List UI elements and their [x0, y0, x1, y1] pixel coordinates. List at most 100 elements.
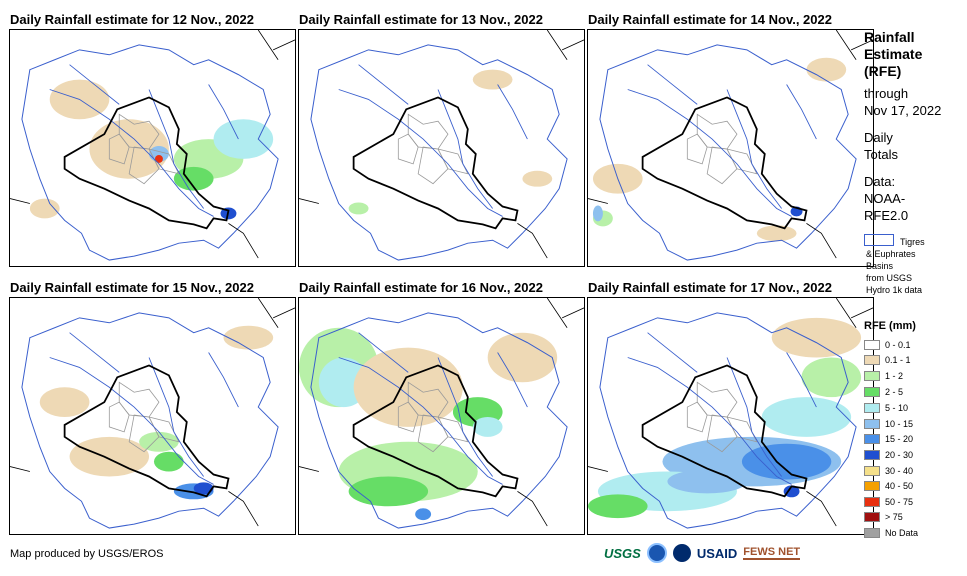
river-line: [647, 332, 698, 373]
legend-label: 5 - 10: [885, 402, 909, 413]
coastline: [588, 30, 873, 259]
basin-line-1: Tigres: [900, 237, 925, 247]
river-line: [627, 89, 792, 217]
rainfall-area: [154, 154, 163, 163]
map-panel-13: [298, 29, 585, 267]
legend-row: 20 - 30: [864, 447, 913, 462]
legend-label: 40 - 50: [885, 480, 914, 491]
legend-row: 15 - 20: [864, 431, 913, 446]
sidebar-heading: Rainfall Estimate (RFE): [864, 29, 964, 80]
usaid-seal-icon: [672, 544, 691, 562]
legend-swatch: [864, 418, 880, 429]
sidebar-through: through Nov 17, 2022: [864, 85, 964, 119]
river-line: [786, 352, 817, 408]
through-date: Nov 17, 2022: [864, 103, 942, 118]
map-svg-13: [299, 30, 584, 261]
basin-line-3: Basins: [866, 261, 894, 271]
rainfall-area: [348, 476, 429, 507]
basin-boundary: [599, 44, 857, 261]
legend-label: No Data: [885, 527, 919, 538]
map-svg-12: [10, 30, 295, 261]
map-panel-12: [9, 29, 296, 267]
rainfall-area: [89, 119, 169, 179]
river-line: [358, 64, 409, 105]
map-svg-17: [588, 298, 873, 529]
usaid-logo: USAID: [696, 545, 738, 561]
province-boundary: [706, 414, 738, 453]
river-line: [338, 89, 503, 217]
panel-title-12: Daily Rainfall estimate for 12 Nov., 202…: [10, 12, 254, 27]
river-line: [437, 357, 493, 477]
map-panel-15: [9, 297, 296, 535]
province-boundary: [437, 148, 469, 175]
coastline: [10, 298, 295, 527]
basin-boundary: [599, 312, 857, 529]
rainfall-area: [522, 170, 553, 187]
rainfall-area: [472, 69, 513, 90]
rainfall-area: [193, 482, 214, 495]
legend-row: 5 - 10: [864, 400, 908, 415]
legend-label: 2 - 5: [885, 386, 904, 397]
usgs-logo: USGS: [604, 545, 641, 561]
rainfall-area: [771, 317, 862, 358]
rainfall-area: [69, 436, 150, 477]
sidebar-daily: Daily Totals: [864, 129, 964, 163]
legend-label: 15 - 20: [885, 433, 914, 444]
rainfall-area: [667, 469, 747, 494]
data-line-2: NOAA-: [864, 191, 906, 206]
province-boundary: [128, 146, 160, 185]
data-line-1: Data:: [864, 174, 896, 189]
country-boundary: [641, 364, 808, 498]
province-boundary: [397, 133, 419, 165]
rainfall-area: [741, 443, 832, 480]
heading-line-1: Rainfall: [864, 29, 915, 45]
map-panel-16: [298, 297, 585, 535]
province-boundary: [726, 148, 758, 175]
rainfall-area: [783, 485, 800, 498]
province-boundary: [417, 414, 449, 453]
river-line: [726, 89, 782, 209]
basin-outline-swatch: [864, 234, 894, 246]
map-svg-15: [10, 298, 295, 529]
noaa-logo: NOAA: [646, 543, 667, 563]
panel-title-15: Daily Rainfall estimate for 15 Nov., 202…: [10, 280, 254, 295]
heading-line-3: (RFE): [864, 63, 902, 79]
country-boundary: [352, 96, 519, 230]
coastline: [299, 298, 584, 527]
river-line: [69, 64, 120, 105]
legend-swatch: [864, 339, 880, 350]
river-line: [726, 357, 782, 477]
panel-title-17: Daily Rainfall estimate for 17 Nov., 202…: [588, 280, 832, 295]
heading-line-2: Estimate: [864, 46, 923, 62]
rainfall-area: [592, 205, 603, 222]
legend-swatch: [864, 527, 880, 538]
rainfall-area: [223, 325, 274, 350]
daily-line-2: Totals: [864, 147, 898, 162]
basin-line-5: Hydro 1k data: [866, 285, 923, 295]
daily-line-1: Daily: [864, 130, 893, 145]
country-boundary: [641, 96, 808, 230]
river-line: [497, 84, 528, 140]
map-credit: Map produced by USGS/EROS: [10, 548, 164, 560]
province-boundary: [108, 401, 130, 433]
legend-swatch: [864, 354, 880, 365]
basin-boundary: [310, 44, 568, 261]
province-boundary: [686, 133, 708, 165]
legend-label: 50 - 75: [885, 496, 914, 507]
coastline: [588, 298, 873, 527]
data-line-3: RFE2.0: [864, 208, 909, 223]
legend-label: > 75: [885, 511, 903, 522]
map-svg-14: [588, 30, 873, 261]
rainfall-area: [29, 198, 60, 219]
panel-title-16: Daily Rainfall estimate for 16 Nov., 202…: [299, 280, 543, 295]
rainfall-area: [472, 416, 503, 437]
legend-swatch: [864, 402, 880, 413]
rainfall-area: [588, 494, 648, 519]
river-line: [148, 357, 204, 477]
country-boundary: [63, 96, 230, 230]
panel-title-14: Daily Rainfall estimate for 14 Nov., 202…: [588, 12, 832, 27]
legend-row: 1 - 2: [864, 368, 903, 383]
noaa-logo-text: NOAA: [649, 545, 650, 546]
river-line: [627, 357, 792, 485]
legend-label: 10 - 15: [885, 418, 914, 429]
